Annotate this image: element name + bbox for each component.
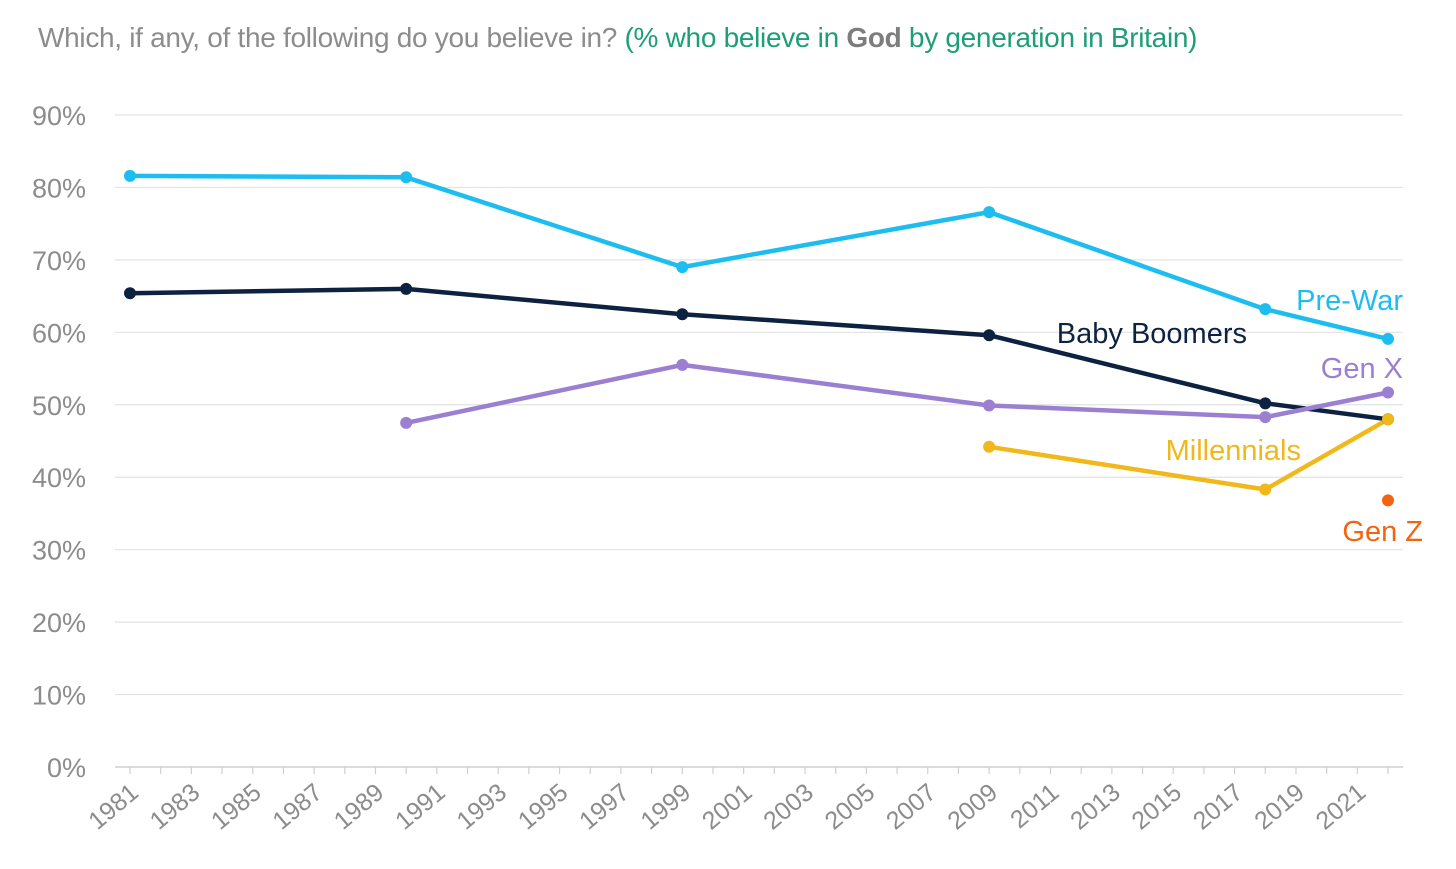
data-point-baby-boomers xyxy=(124,287,136,300)
series-label-pre-war: Pre-War xyxy=(1296,285,1403,317)
data-point-pre-war xyxy=(983,206,996,219)
x-tick-label: 2007 xyxy=(881,778,942,835)
x-tick-label: 1987 xyxy=(267,778,328,835)
y-tick-label: 50% xyxy=(32,391,86,421)
data-point-millennials xyxy=(1259,483,1272,496)
x-tick-label: 2021 xyxy=(1311,778,1372,835)
series-label-millennials: Millennials xyxy=(1166,435,1301,467)
y-tick-label: 90% xyxy=(32,101,86,131)
x-tick-label: 2019 xyxy=(1249,778,1310,835)
series-label-gen-z: Gen Z xyxy=(1342,516,1423,548)
x-tick-label: 2003 xyxy=(758,778,819,835)
x-tick-label: 2013 xyxy=(1065,778,1126,835)
title-subject-start: (% who believe in xyxy=(624,22,847,53)
data-point-gen-x xyxy=(400,416,413,429)
data-point-gen-x xyxy=(676,358,689,371)
series-line-gen-x xyxy=(403,362,1391,426)
series-line-pre-war xyxy=(127,173,1391,342)
title-subject: (% who believe in God by generation in B… xyxy=(625,22,1198,53)
data-point-millennials xyxy=(983,440,996,453)
data-point-gen-x xyxy=(983,399,996,412)
title-subject-end: by generation in Britain) xyxy=(901,22,1198,53)
series-labels: Pre-War Baby Boomers Gen X Millennials Gen Z xyxy=(1057,285,1423,548)
data-point-baby-boomers xyxy=(1259,397,1272,410)
series-label-baby-boomers: Baby Boomers xyxy=(1057,318,1247,350)
data-point-pre-war xyxy=(1382,332,1394,345)
y-tick-label: 20% xyxy=(32,608,86,638)
x-tick-label: 2009 xyxy=(942,778,1003,835)
series-label-gen-x: Gen X xyxy=(1321,353,1403,385)
x-tick-label: 1983 xyxy=(145,778,206,835)
x-tick-label: 1993 xyxy=(451,778,512,835)
y-tick-label: 10% xyxy=(32,681,86,711)
x-tick-label: 2005 xyxy=(820,778,881,835)
title-question: Which, if any, of the following do you b… xyxy=(38,22,625,53)
data-point-gen-x xyxy=(1259,411,1272,424)
data-point-pre-war xyxy=(676,261,689,274)
x-tick-label: 1985 xyxy=(206,778,267,835)
y-tick-label: 80% xyxy=(32,173,86,203)
y-tick-label: 70% xyxy=(32,246,86,276)
series-line-baby-boomers xyxy=(127,286,1391,422)
y-tick-label: 30% xyxy=(32,536,86,566)
data-point-pre-war xyxy=(400,171,413,184)
y-tick-label: 40% xyxy=(32,463,86,493)
data-point-millennials xyxy=(1382,413,1394,426)
data-point-baby-boomers xyxy=(400,282,413,295)
data-point-gen-z xyxy=(1382,494,1394,507)
x-tick-label: 2015 xyxy=(1126,778,1187,835)
x-tick-label: 2001 xyxy=(697,778,758,835)
y-axis-ticks: 0% 10% 20% 30% 40% 50% 60% 70% 80% 90% xyxy=(32,101,86,783)
x-axis: 1981 1983 1985 1987 1989 1991 1993 1995 1997 1999… xyxy=(83,766,1403,835)
x-tick-label: 2011 xyxy=(1005,778,1064,834)
data-point-pre-war xyxy=(124,169,136,182)
data-point-gen-x xyxy=(1382,386,1394,399)
y-tick-label: 0% xyxy=(47,753,86,783)
data-point-baby-boomers xyxy=(676,308,689,321)
gridlines xyxy=(115,114,1403,696)
x-tick-label: 1995 xyxy=(513,778,574,835)
x-tick-label: 1997 xyxy=(574,778,635,835)
x-tick-label: 1989 xyxy=(329,778,390,835)
title-subject-bold: God xyxy=(846,22,902,53)
x-tick-label: 1981 xyxy=(83,778,144,835)
x-tick-label: 1999 xyxy=(636,778,697,835)
chart-title: Which, if any, of the following do you b… xyxy=(38,22,1197,54)
data-point-pre-war xyxy=(1259,303,1272,316)
x-tick-label: 1991 xyxy=(390,778,451,835)
data-point-baby-boomers xyxy=(983,329,996,342)
series-points xyxy=(124,169,1394,507)
x-tick-label: 2017 xyxy=(1188,778,1249,835)
y-tick-label: 60% xyxy=(32,318,86,348)
